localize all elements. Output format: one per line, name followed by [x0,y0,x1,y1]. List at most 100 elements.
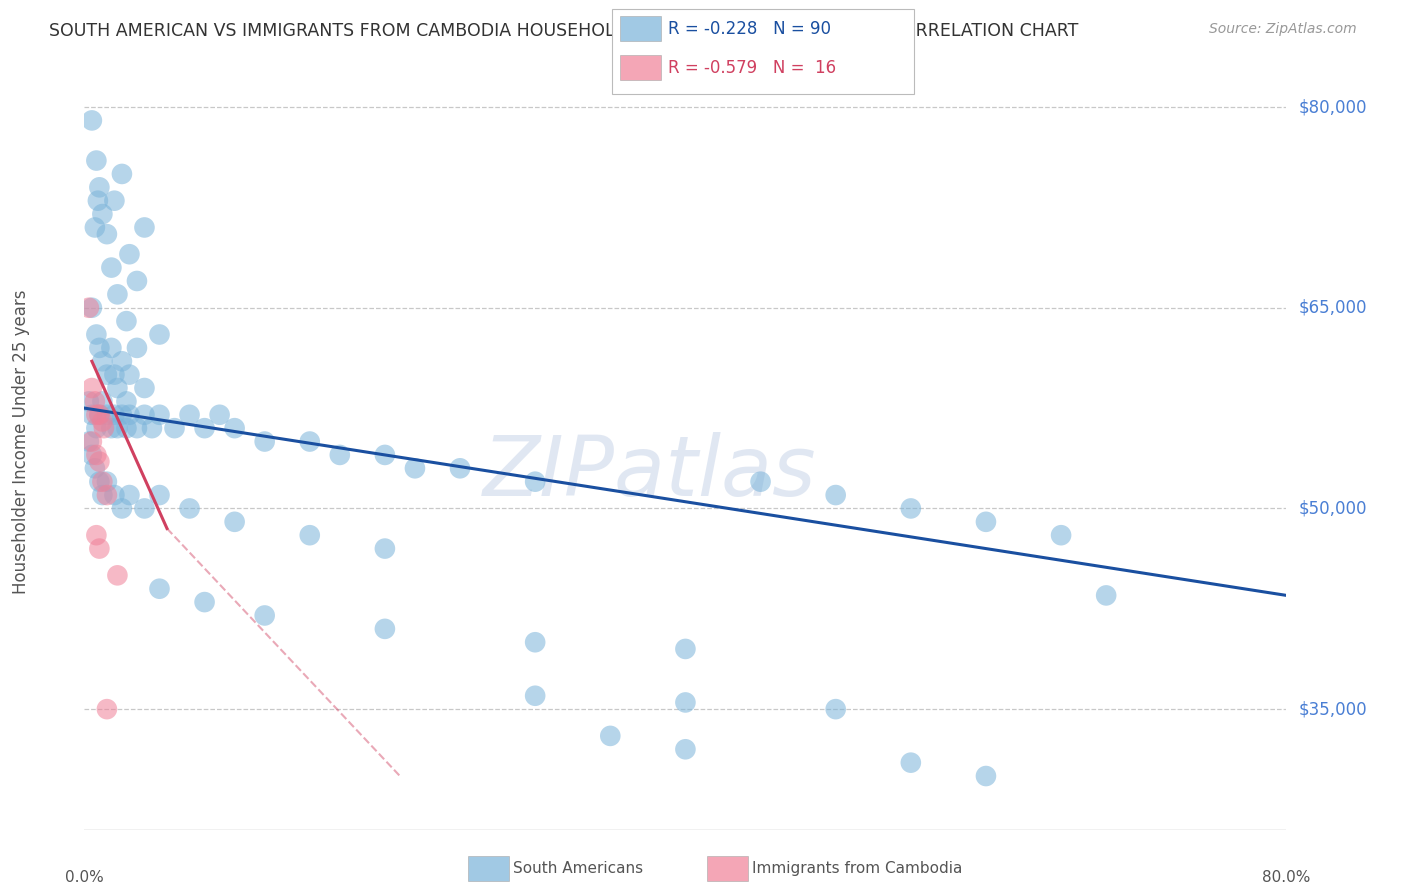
Point [208,408,231,422]
Point [80,381,103,395]
Point [179,408,201,422]
Point [374,541,396,556]
Point [148,582,170,596]
Point [329,448,352,462]
Point [89,475,111,489]
Point [111,408,134,422]
Point [524,475,547,489]
Point [179,501,201,516]
Text: ZIPatlas: ZIPatlas [482,432,815,513]
Text: $65,000: $65,000 [1299,299,1367,317]
Point [253,608,276,623]
Point [1095,589,1118,603]
Point [80,301,103,315]
Point [118,408,141,422]
Point [91,414,114,429]
Point [374,448,396,462]
Point [675,696,697,710]
Text: $80,000: $80,000 [1299,98,1367,116]
Point [89,541,111,556]
Point [111,167,134,181]
Point [103,194,125,208]
Point [125,421,148,435]
Point [96,408,118,422]
Point [134,381,156,395]
Point [824,488,846,502]
Point [115,394,138,409]
Point [148,327,170,342]
Point [86,153,108,168]
Point [134,501,156,516]
Point [374,622,396,636]
Point [900,501,922,516]
Point [253,434,276,449]
Text: $50,000: $50,000 [1299,500,1367,517]
Point [599,729,621,743]
Point [524,689,547,703]
Text: Source: ZipAtlas.com: Source: ZipAtlas.com [1209,22,1357,37]
Point [298,528,321,542]
Text: South Americans: South Americans [513,862,644,876]
Point [77,394,100,409]
Point [103,408,125,422]
Point [111,354,134,368]
Point [96,488,118,502]
Point [77,434,100,449]
Point [118,247,141,261]
Point [96,475,118,489]
Point [524,635,547,649]
Point [80,448,103,462]
Point [111,501,134,516]
Point [134,220,156,235]
Point [89,408,111,422]
Point [115,314,138,328]
Text: R = -0.228   N = 90: R = -0.228 N = 90 [668,20,831,37]
Point [163,421,186,435]
Point [900,756,922,770]
Point [93,421,115,435]
Point [96,227,118,242]
Point [100,421,122,435]
Point [96,702,118,716]
Point [749,475,772,489]
Text: R = -0.579   N =  16: R = -0.579 N = 16 [668,59,837,77]
Point [224,515,246,529]
Point [100,260,122,275]
Point [107,568,129,582]
Point [87,194,110,208]
Point [103,488,125,502]
Point [86,528,108,542]
Point [80,434,103,449]
Point [86,408,108,422]
Point [91,354,114,368]
Point [125,341,148,355]
Point [1050,528,1073,542]
Point [89,408,111,422]
Point [80,408,103,422]
Point [148,408,170,422]
Point [80,113,103,128]
Point [91,207,114,221]
Point [148,488,170,502]
Point [96,368,118,382]
Point [91,475,114,489]
Point [100,341,122,355]
Text: 80.0%: 80.0% [1263,870,1310,885]
Text: Householder Income Under 25 years: Householder Income Under 25 years [13,289,31,594]
Text: SOUTH AMERICAN VS IMMIGRANTS FROM CAMBODIA HOUSEHOLDER INCOME UNDER 25 YEARS COR: SOUTH AMERICAN VS IMMIGRANTS FROM CAMBOD… [49,22,1078,40]
Point [115,421,138,435]
Text: Immigrants from Cambodia: Immigrants from Cambodia [752,862,963,876]
Point [224,421,246,435]
Point [77,301,100,315]
Point [449,461,471,475]
Text: 0.0%: 0.0% [65,870,104,885]
Point [974,769,997,783]
Point [83,461,105,475]
Point [107,421,129,435]
Point [824,702,846,716]
Text: $35,000: $35,000 [1299,700,1367,718]
Point [89,341,111,355]
Point [134,408,156,422]
Point [118,368,141,382]
Point [103,368,125,382]
